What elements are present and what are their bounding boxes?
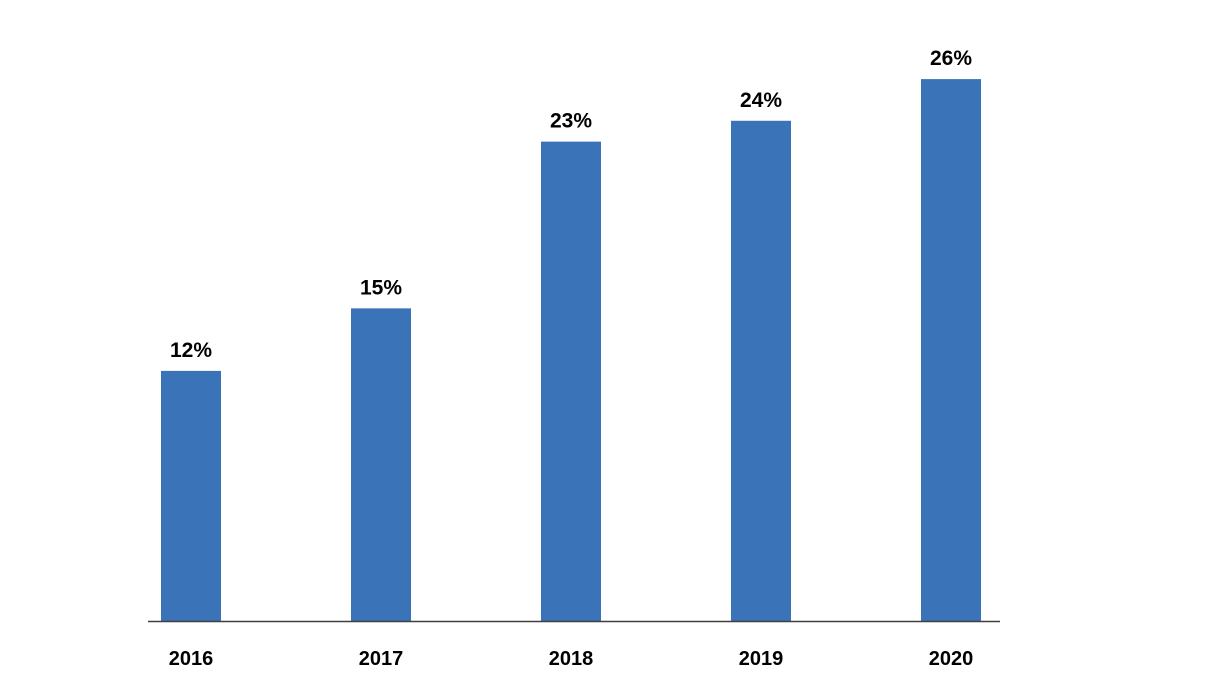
x-tick-label-2020: 2020 [929,648,974,670]
x-tick-label-2017: 2017 [359,648,404,670]
bar-2020 [921,79,981,622]
data-label-2018: 23% [550,110,592,133]
data-labels-layer: 12% 15% 23% 24% 26% [170,47,972,362]
data-label-2020: 26% [930,47,972,70]
data-label-2019: 24% [740,89,782,112]
data-label-2017: 15% [360,276,402,299]
bars-layer [161,79,981,622]
bar-2019 [731,120,791,622]
x-tick-labels-layer: 2016 2017 2018 2019 2020 [169,648,974,670]
x-tick-label-2016: 2016 [169,648,214,670]
bar-2016 [161,370,221,621]
x-tick-label-2019: 2019 [739,648,784,670]
bar-2018 [541,141,601,621]
bar-2017 [351,308,411,621]
data-label-2016: 12% [170,339,212,362]
x-tick-label-2018: 2018 [549,648,594,670]
